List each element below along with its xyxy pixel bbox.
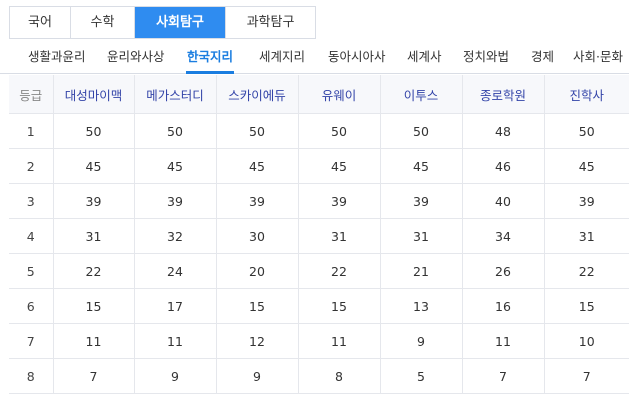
cutoff-cell: 46 [462, 149, 544, 184]
cutoff-cell: 15 [53, 289, 134, 324]
table-row: 6 15 17 15 15 13 16 15 [9, 289, 629, 324]
tab-social-studies[interactable]: 사회탐구 [135, 7, 226, 38]
main-subject-tabs: 국어 수학 사회탐구 과학탐구 [9, 6, 316, 39]
cutoff-cell: 48 [462, 114, 544, 149]
cutoff-cell: 8 [298, 359, 380, 394]
cutoff-cell: 45 [53, 149, 134, 184]
table-row: 3 39 39 39 39 39 40 39 [9, 184, 629, 219]
cutoff-cell: 50 [53, 114, 134, 149]
cutoff-cell: 50 [298, 114, 380, 149]
cutoff-cell: 31 [298, 219, 380, 254]
cutoff-cell: 17 [134, 289, 216, 324]
table-row: 5 22 24 20 22 21 26 22 [9, 254, 629, 289]
cutoff-cell: 39 [53, 184, 134, 219]
cutoff-cell: 15 [216, 289, 298, 324]
cutoff-cell: 21 [380, 254, 462, 289]
cutoff-cell: 30 [216, 219, 298, 254]
cutoff-cell: 50 [216, 114, 298, 149]
cutoff-cell: 7 [462, 359, 544, 394]
subtab-society-culture[interactable]: 사회·문화 [573, 40, 623, 74]
cutoff-cell: 22 [298, 254, 380, 289]
cutoff-cell: 22 [53, 254, 134, 289]
header-skyedu: 스카이에듀 [216, 75, 298, 114]
cutoff-cell: 20 [216, 254, 298, 289]
cutoff-cell: 50 [134, 114, 216, 149]
subtab-economics[interactable]: 경제 [531, 40, 554, 74]
cutoff-cell: 31 [53, 219, 134, 254]
table-row: 4 31 32 30 31 31 34 31 [9, 219, 629, 254]
cutoff-cell: 45 [134, 149, 216, 184]
cutoff-cell: 34 [462, 219, 544, 254]
grade-cell: 2 [9, 149, 53, 184]
cutoff-cell: 11 [298, 324, 380, 359]
cutoff-cell: 12 [216, 324, 298, 359]
subject-subtabs: 생활과윤리 윤리와사상 한국지리 세계지리 동아시아사 세계사 정치와법 경제 … [0, 40, 629, 74]
grade-cell: 4 [9, 219, 53, 254]
subtab-world-history[interactable]: 세계사 [407, 40, 442, 74]
cutoff-cell: 15 [298, 289, 380, 324]
tab-math[interactable]: 수학 [71, 7, 135, 38]
cutoff-cell: 9 [380, 324, 462, 359]
cutoff-cell: 39 [134, 184, 216, 219]
header-daesung-mimac: 대성마이맥 [53, 75, 134, 114]
header-jinhaksa: 진학사 [544, 75, 629, 114]
cutoff-cell: 13 [380, 289, 462, 324]
subtab-world-geography[interactable]: 세계지리 [259, 40, 305, 74]
header-grade: 등급 [9, 75, 53, 114]
grade-cell: 5 [9, 254, 53, 289]
subtab-ethics-thought[interactable]: 윤리와사상 [107, 40, 165, 74]
header-megastudy: 메가스터디 [134, 75, 216, 114]
tab-korean[interactable]: 국어 [10, 7, 71, 38]
subtab-korean-geography[interactable]: 한국지리 [187, 40, 233, 74]
cutoff-cell: 10 [544, 324, 629, 359]
cutoff-cell: 50 [380, 114, 462, 149]
table-row: 7 11 11 12 11 9 11 10 [9, 324, 629, 359]
cutoff-cell: 31 [544, 219, 629, 254]
table-row: 2 45 45 45 45 45 46 45 [9, 149, 629, 184]
grade-cell: 7 [9, 324, 53, 359]
grade-cell: 6 [9, 289, 53, 324]
cutoff-cell: 40 [462, 184, 544, 219]
grade-cell: 8 [9, 359, 53, 394]
cutoff-cell: 9 [216, 359, 298, 394]
cutoff-cell: 39 [216, 184, 298, 219]
cutoff-cell: 7 [53, 359, 134, 394]
table-row: 1 50 50 50 50 50 48 50 [9, 114, 629, 149]
header-etoos: 이투스 [380, 75, 462, 114]
grade-cell: 3 [9, 184, 53, 219]
subtab-life-ethics[interactable]: 생활과윤리 [28, 40, 86, 74]
header-uway: 유웨이 [298, 75, 380, 114]
cutoff-cell: 39 [298, 184, 380, 219]
cutoff-cell: 5 [380, 359, 462, 394]
cutoff-cell: 45 [216, 149, 298, 184]
cutoff-cell: 24 [134, 254, 216, 289]
cutoff-cell: 31 [380, 219, 462, 254]
cutoff-cell: 11 [134, 324, 216, 359]
cutoff-cell: 26 [462, 254, 544, 289]
cutoff-cell: 11 [53, 324, 134, 359]
cutoff-cell: 9 [134, 359, 216, 394]
tab-science[interactable]: 과학탐구 [226, 7, 315, 38]
cutoff-cell: 39 [380, 184, 462, 219]
cutoff-cell: 39 [544, 184, 629, 219]
cutoff-cell: 45 [544, 149, 629, 184]
cutoff-cell: 16 [462, 289, 544, 324]
header-jongro: 종로학원 [462, 75, 544, 114]
cutoff-cell: 45 [298, 149, 380, 184]
subtab-politics-law[interactable]: 정치와법 [463, 40, 509, 74]
subtab-east-asian-history[interactable]: 동아시아사 [328, 40, 386, 74]
table-header-row: 등급 대성마이맥 메가스터디 스카이에듀 유웨이 이투스 종로학원 진학사 [9, 75, 629, 114]
cutoff-cell: 22 [544, 254, 629, 289]
grade-cell: 1 [9, 114, 53, 149]
cutoff-cell: 45 [380, 149, 462, 184]
cutoff-cell: 50 [544, 114, 629, 149]
cutoff-cell: 15 [544, 289, 629, 324]
cutoff-cell: 7 [544, 359, 629, 394]
cutoff-cell: 32 [134, 219, 216, 254]
cutoff-cell: 11 [462, 324, 544, 359]
